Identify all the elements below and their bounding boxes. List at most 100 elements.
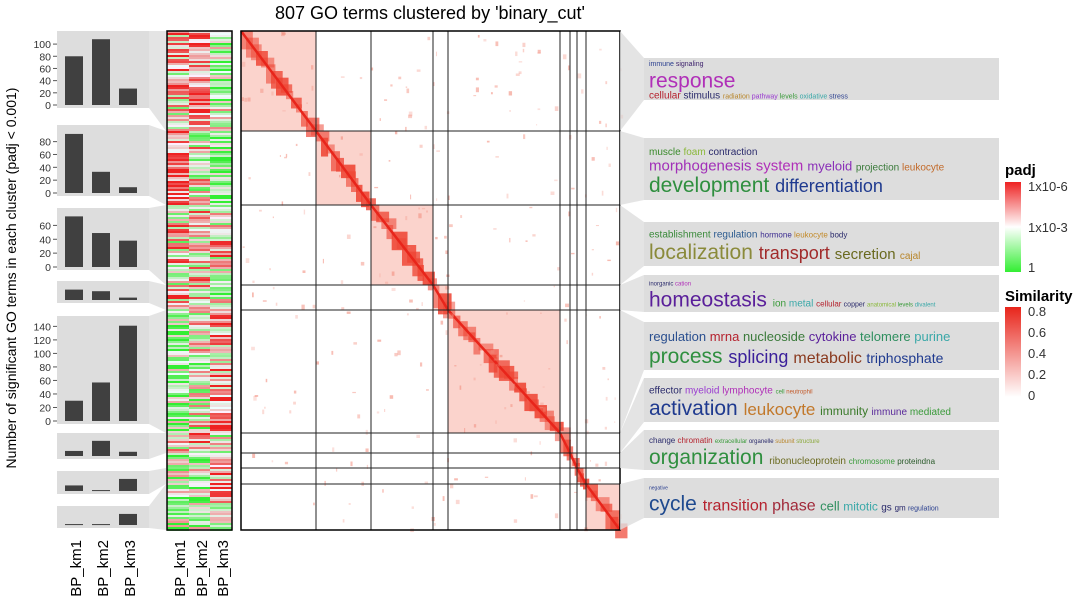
- heat-cell: [210, 81, 232, 83]
- heat-cell: [189, 297, 211, 299]
- padj-label-1: 1x10-6: [1028, 179, 1068, 194]
- bar: [92, 39, 110, 105]
- heat-cell: [210, 495, 232, 497]
- heat-cell: [210, 287, 232, 289]
- heat-cell: [189, 97, 211, 99]
- heat-cell: [167, 77, 189, 79]
- similarity-speck: [451, 314, 454, 318]
- similarity-cell: [478, 343, 494, 351]
- similarity-speck: [265, 378, 268, 383]
- padj-colorbar: [1005, 182, 1021, 272]
- heat-cell: [167, 81, 189, 83]
- heat-cell: [189, 305, 211, 307]
- heat-cell: [167, 309, 189, 311]
- bar-axis-label-bp-km1: BP_km1: [68, 540, 85, 597]
- heat-cell: [167, 361, 189, 363]
- heat-cell: [189, 181, 211, 183]
- similarity-speck: [496, 355, 499, 358]
- heat-cell: [210, 49, 232, 51]
- heat-cell: [167, 339, 189, 341]
- heat-cell: [167, 509, 189, 511]
- similarity-speck: [433, 522, 436, 526]
- similarity-cell: [381, 218, 397, 230]
- heat-cell: [189, 287, 211, 289]
- similarity-speck: [455, 499, 460, 505]
- heat-cell: [167, 117, 189, 119]
- heat-cell: [210, 419, 232, 421]
- wordcloud-term: cycle: [649, 493, 703, 516]
- heat-cell: [210, 515, 232, 517]
- heat-cell: [189, 345, 211, 347]
- similarity-speck: [389, 395, 394, 399]
- similarity-speck: [475, 77, 479, 81]
- heat-cell: [167, 189, 189, 191]
- similarity-speck: [509, 110, 511, 112]
- heat-cell: [189, 55, 211, 57]
- wordcloud-term: activation: [649, 397, 744, 420]
- similarity-speck: [302, 270, 306, 273]
- heat-cell: [167, 477, 189, 479]
- heat-cell: [167, 463, 189, 465]
- wordcloud-term: stimulus: [683, 90, 722, 101]
- heat-cell: [210, 61, 232, 63]
- heat-cell: [167, 433, 189, 435]
- heat-cell: [189, 51, 211, 53]
- heat-cell: [167, 435, 189, 437]
- similarity-cell: [509, 377, 518, 391]
- heat-cell: [210, 57, 232, 59]
- similarity-speck: [248, 177, 251, 180]
- heat-cell: [210, 123, 232, 125]
- wordcloud-term: localization: [649, 241, 759, 264]
- heat-cell: [167, 473, 189, 475]
- heat-cell: [189, 501, 211, 503]
- heat-cell: [189, 177, 211, 179]
- similarity-cell: [316, 131, 330, 142]
- heat-cell: [210, 351, 232, 353]
- wordcloud-term: cell: [776, 390, 787, 396]
- heat-cell: [210, 169, 232, 171]
- heat-cell: [210, 421, 232, 423]
- heat-cell: [210, 31, 232, 33]
- similarity-speck: [406, 88, 410, 94]
- heat-cell: [210, 181, 232, 183]
- heat-cell: [210, 79, 232, 81]
- heat-cell: [167, 159, 189, 161]
- wordcloud-term: development: [649, 174, 775, 197]
- y-tick-label: 0: [45, 262, 51, 274]
- heat-cell: [210, 353, 232, 355]
- heat-cell: [167, 31, 189, 33]
- heat-cell: [210, 205, 232, 207]
- similarity-speck: [332, 447, 335, 452]
- heat-cell: [189, 373, 211, 375]
- similarity-speck: [539, 441, 541, 445]
- heat-cell: [210, 435, 232, 437]
- bar: [65, 56, 83, 105]
- heat-cell: [189, 517, 211, 519]
- heat-cell: [167, 299, 189, 301]
- similarity-speck: [275, 302, 278, 306]
- heat-cell: [167, 419, 189, 421]
- heat-cell: [210, 381, 232, 383]
- heat-cell: [210, 187, 232, 189]
- heat-cell: [167, 273, 189, 275]
- similarity-speck: [359, 77, 363, 80]
- similarity-speck: [444, 235, 447, 239]
- heat-cell: [210, 491, 232, 493]
- y-tick-label: 100: [33, 39, 51, 51]
- similarity-speck: [508, 91, 513, 96]
- wordcloud-term: gs: [881, 503, 894, 514]
- similarity-speck: [433, 144, 435, 149]
- similarity-speck: [513, 438, 517, 443]
- wordcloud-term: proteindna: [897, 457, 935, 466]
- heat-cell: [210, 63, 232, 65]
- similarity-cell: [453, 315, 461, 329]
- heat-cell: [210, 361, 232, 363]
- diagonal-segment: [558, 432, 572, 454]
- heat-cell: [210, 523, 232, 525]
- heat-cell: [167, 209, 189, 211]
- heat-cell: [167, 217, 189, 219]
- heat-cell: [167, 359, 189, 361]
- heat-cell: [167, 365, 189, 367]
- heat-cell: [167, 367, 189, 369]
- similarity-cell: [473, 337, 481, 355]
